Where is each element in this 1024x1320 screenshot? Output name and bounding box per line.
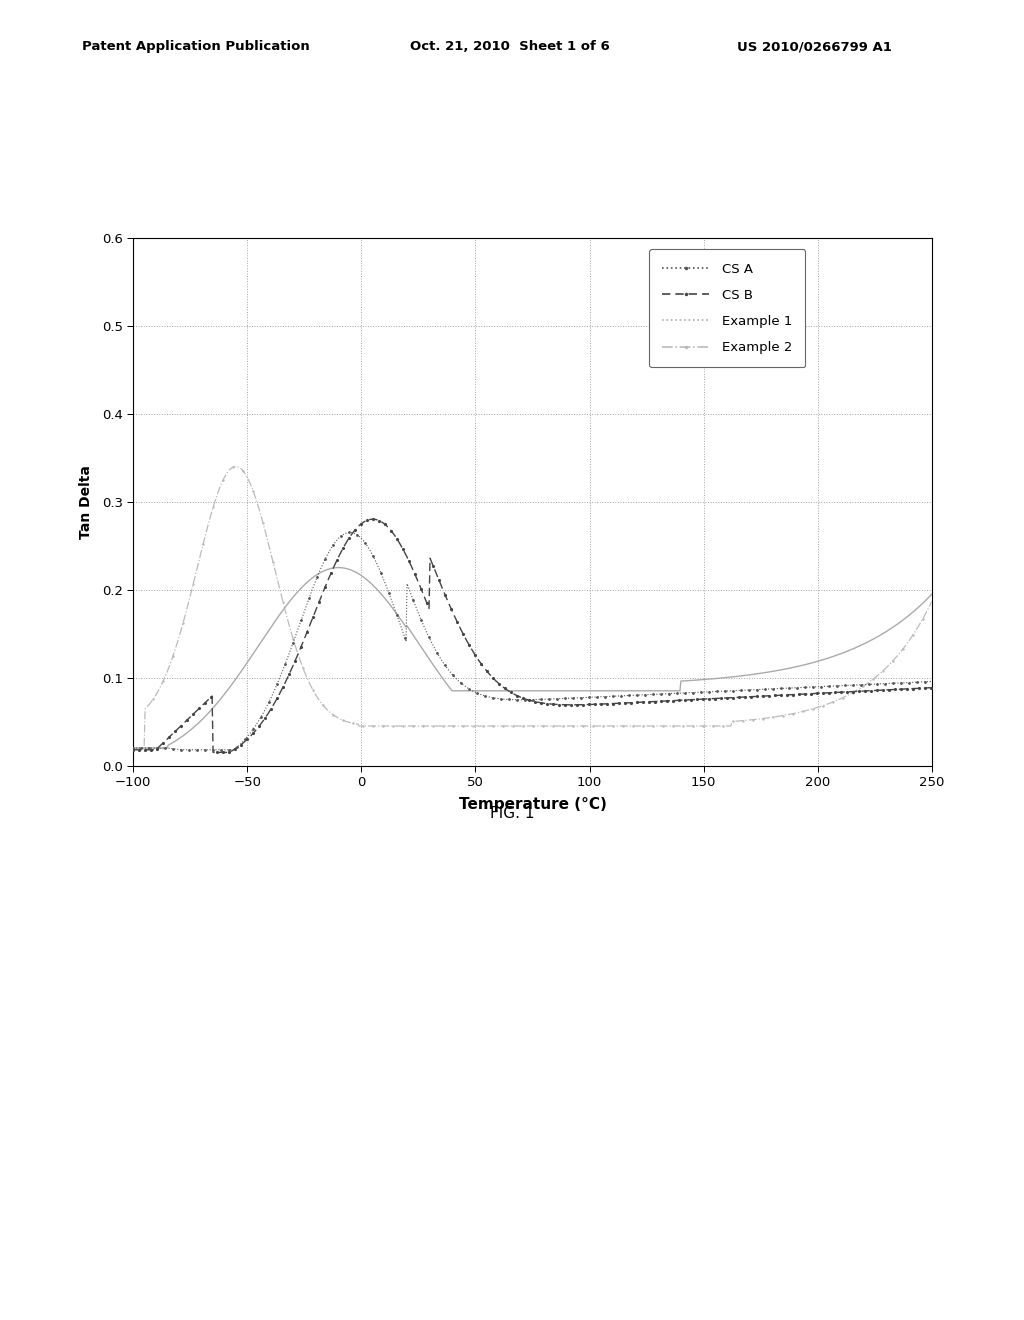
CS B [593,696,605,711]
Example 1 [816,652,828,668]
CS B [638,694,650,710]
CS B [367,511,379,527]
Line: Example 1: Example 1 [133,568,932,748]
Example 2 [926,594,938,610]
Example 1 [637,682,649,698]
Example 1 [127,741,139,756]
Example 1 [734,668,746,684]
Line: CS A: CS A [132,531,933,751]
Text: Oct. 21, 2010  Sheet 1 of 6: Oct. 21, 2010 Sheet 1 of 6 [410,40,609,53]
Line: Example 2: Example 2 [132,466,933,748]
Example 1 [176,729,188,744]
Example 2 [592,718,604,734]
CS A [593,689,605,705]
Example 2 [816,698,828,714]
Example 1 [926,586,938,602]
Line: CS B: CS B [131,517,934,754]
CS A [176,742,188,758]
CS A [344,524,356,540]
Example 2 [637,718,649,734]
CS A [177,742,189,758]
CS B [735,689,748,705]
CS A [127,741,139,756]
CS A [638,686,650,702]
CS B [176,717,188,733]
Y-axis label: Tan Delta: Tan Delta [80,465,93,539]
CS B [207,744,219,760]
CS A [926,673,938,689]
CS B [926,680,938,696]
Text: Patent Application Publication: Patent Application Publication [82,40,309,53]
Example 2 [127,741,139,756]
CS B [127,742,139,758]
CS B [613,696,626,711]
Example 1 [592,682,604,698]
CS A [735,682,748,698]
Text: FIG. 1: FIG. 1 [489,807,535,821]
CS A [613,688,626,704]
Example 1 [332,560,344,576]
Example 2 [734,713,746,729]
Example 2 [230,458,243,474]
Example 1 [612,682,625,698]
CS A [817,678,829,694]
Legend: CS A, CS B, Example 1, Example 2: CS A, CS B, Example 1, Example 2 [649,249,806,367]
Example 2 [176,619,188,635]
X-axis label: Temperature (°C): Temperature (°C) [459,797,606,812]
Example 2 [612,718,625,734]
CS B [817,685,829,701]
Text: US 2010/0266799 A1: US 2010/0266799 A1 [737,40,892,53]
